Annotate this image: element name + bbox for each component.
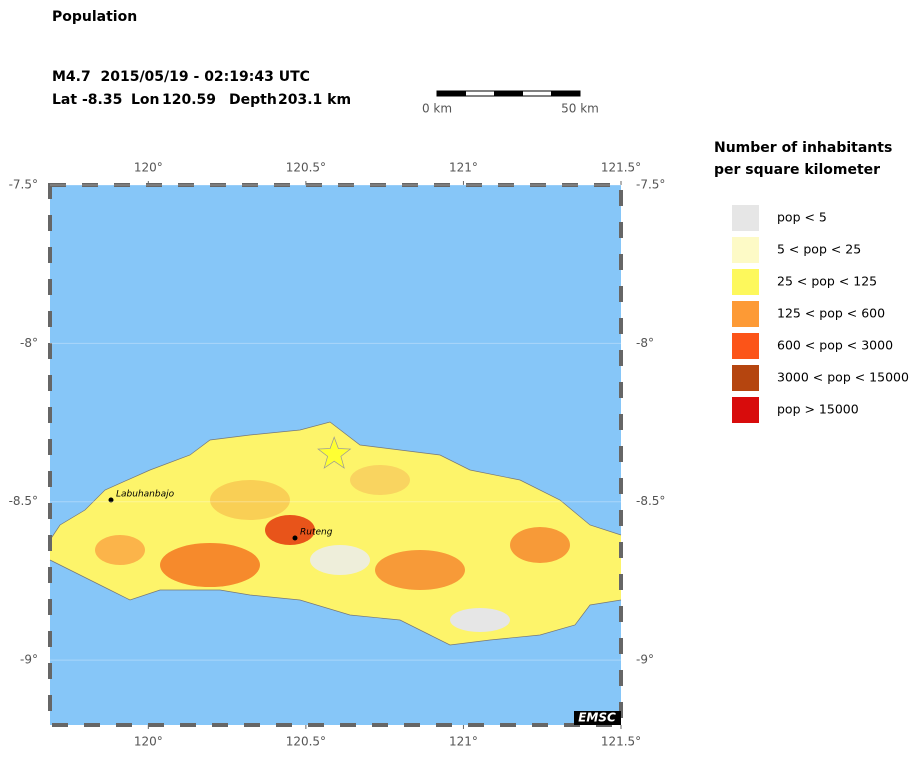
legend-swatch [732,397,759,423]
epicenter [317,436,352,469]
lat-label: Lat [52,92,77,108]
x-tick-label: 120.5° [286,161,326,175]
y-tick-label: -8° [636,336,654,350]
x-tick-label: 120° [134,735,163,749]
lat-value: -8.35 [82,92,122,108]
city-dot [108,497,114,503]
legend-swatch [732,269,759,295]
depth-value: 203.1 km [278,92,351,108]
legend-swatch [732,205,759,231]
depth-label: Depth [229,92,277,108]
scale-end: 50 km [561,102,599,116]
y-tick-label: -8.5° [636,494,665,508]
legend-label: 125 < pop < 600 [777,306,885,321]
legend-label: 5 < pop < 25 [777,242,861,257]
legend-label: pop < 5 [777,210,827,225]
y-tick-label: -8.5° [9,494,38,508]
legend-title: Number of inhabitants [714,140,892,156]
y-tick-label: -9° [636,653,654,667]
y-tick-label: -7.5° [9,178,38,192]
x-tick-label: 121° [449,161,478,175]
legend-label: 600 < pop < 3000 [777,338,893,353]
x-tick-label: 120° [134,161,163,175]
lon-value: 120.59 [162,92,216,108]
city-label: Ruteng [300,528,333,538]
x-tick-label: 121.5° [601,161,641,175]
scale-start: 0 km [422,102,452,116]
x-tick-label: 120.5° [286,735,326,749]
legend-swatch [732,301,759,327]
legend-title: per square kilometer [714,162,880,178]
y-tick-label: -8° [20,336,38,350]
y-tick-label: -7.5° [636,178,665,192]
legend-swatch [732,333,759,359]
x-tick-label: 121.5° [601,735,641,749]
coastline [49,421,622,646]
legend-label: pop > 15000 [777,402,859,417]
city-label: Labuhanbajo [116,490,175,500]
legend-swatch [732,365,759,391]
title: Population [52,9,137,25]
legend-label: 25 < pop < 125 [777,274,877,289]
legend-swatch [732,237,759,263]
scale-bar [436,90,581,97]
lon-label: Lon [131,92,160,108]
event-headline: M4.7 2015/05/19 - 02:19:43 UTC [52,69,310,85]
city-dot [292,535,298,541]
legend-label: 3000 < pop < 15000 [777,370,909,385]
x-tick-label: 121° [449,735,478,749]
y-tick-label: -9° [20,653,38,667]
credit-box [574,711,621,725]
credit: EMSC [578,711,616,725]
map-frame [48,183,623,727]
